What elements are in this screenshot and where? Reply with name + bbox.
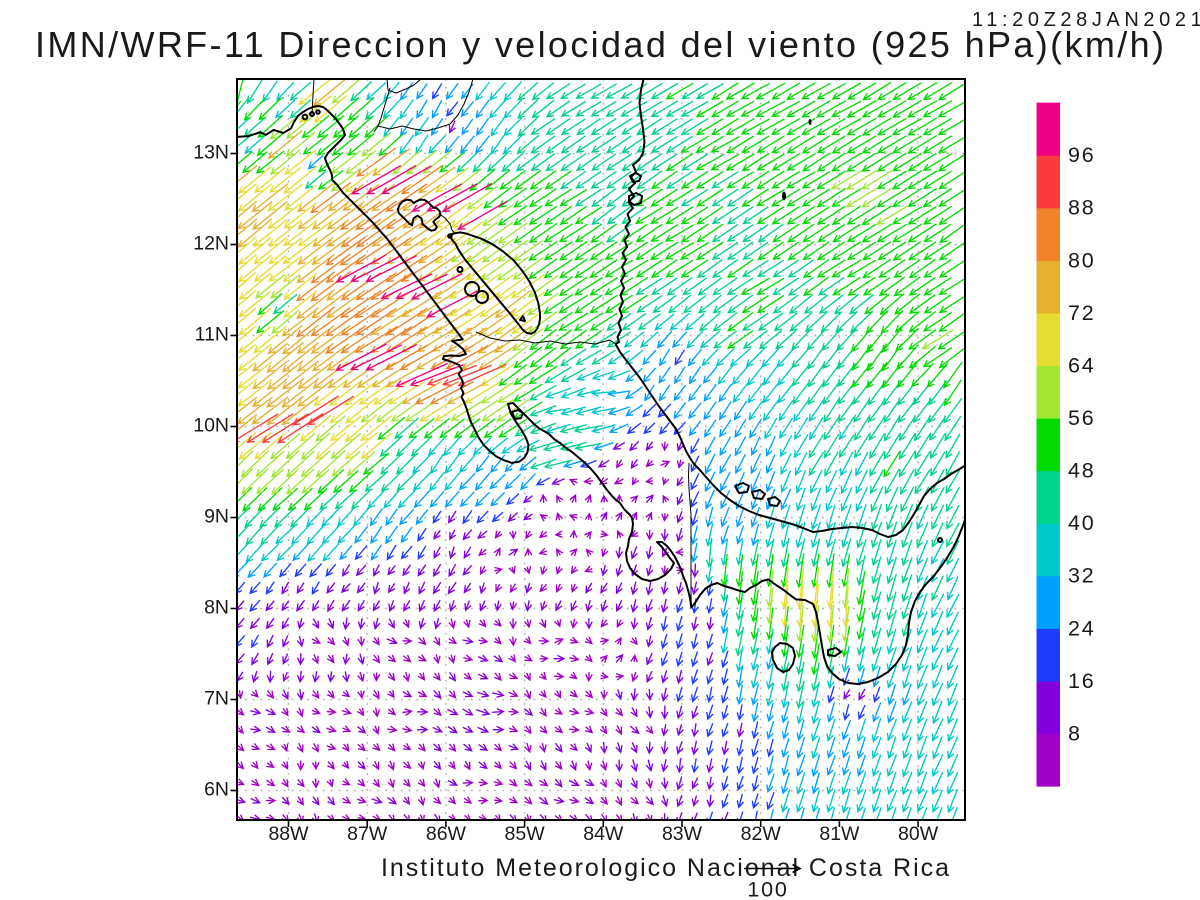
svg-text:96: 96 (1068, 143, 1096, 167)
svg-text:87W: 87W (347, 823, 388, 845)
svg-text:88W: 88W (268, 823, 309, 845)
svg-text:12N: 12N (193, 233, 229, 255)
svg-text:8: 8 (1068, 721, 1082, 745)
svg-text:8N: 8N (204, 597, 229, 619)
svg-text:13N: 13N (193, 142, 229, 164)
svg-text:72: 72 (1068, 301, 1096, 325)
svg-text:10N: 10N (193, 415, 229, 437)
svg-text:100: 100 (747, 878, 788, 900)
svg-text:32: 32 (1068, 564, 1096, 588)
svg-text:86W: 86W (426, 823, 467, 845)
svg-text:16: 16 (1068, 669, 1096, 693)
svg-text:11N: 11N (195, 324, 229, 346)
svg-text:11:20Z28JAN2021: 11:20Z28JAN2021 (972, 9, 1200, 31)
svg-text:84W: 84W (583, 823, 624, 845)
svg-text:81W: 81W (819, 823, 860, 845)
svg-text:Instituto Meteorologico Nacion: Instituto Meteorologico Nacional Costa R… (381, 854, 951, 882)
svg-text:56: 56 (1068, 406, 1096, 430)
svg-text:9N: 9N (204, 506, 229, 528)
svg-text:48: 48 (1068, 459, 1096, 483)
svg-text:40: 40 (1068, 511, 1096, 535)
svg-text:85W: 85W (505, 823, 546, 845)
svg-text:IMN/WRF-11 Direccion y velocid: IMN/WRF-11 Direccion y velocidad del vie… (35, 24, 1166, 65)
svg-text:83W: 83W (662, 823, 703, 845)
svg-text:64: 64 (1068, 354, 1096, 378)
svg-text:7N: 7N (204, 688, 229, 710)
svg-text:24: 24 (1068, 616, 1096, 640)
svg-text:82W: 82W (741, 823, 782, 845)
svg-text:80: 80 (1068, 248, 1096, 272)
svg-text:88: 88 (1068, 196, 1096, 220)
svg-text:80W: 80W (898, 823, 939, 845)
svg-text:6N: 6N (204, 779, 229, 801)
